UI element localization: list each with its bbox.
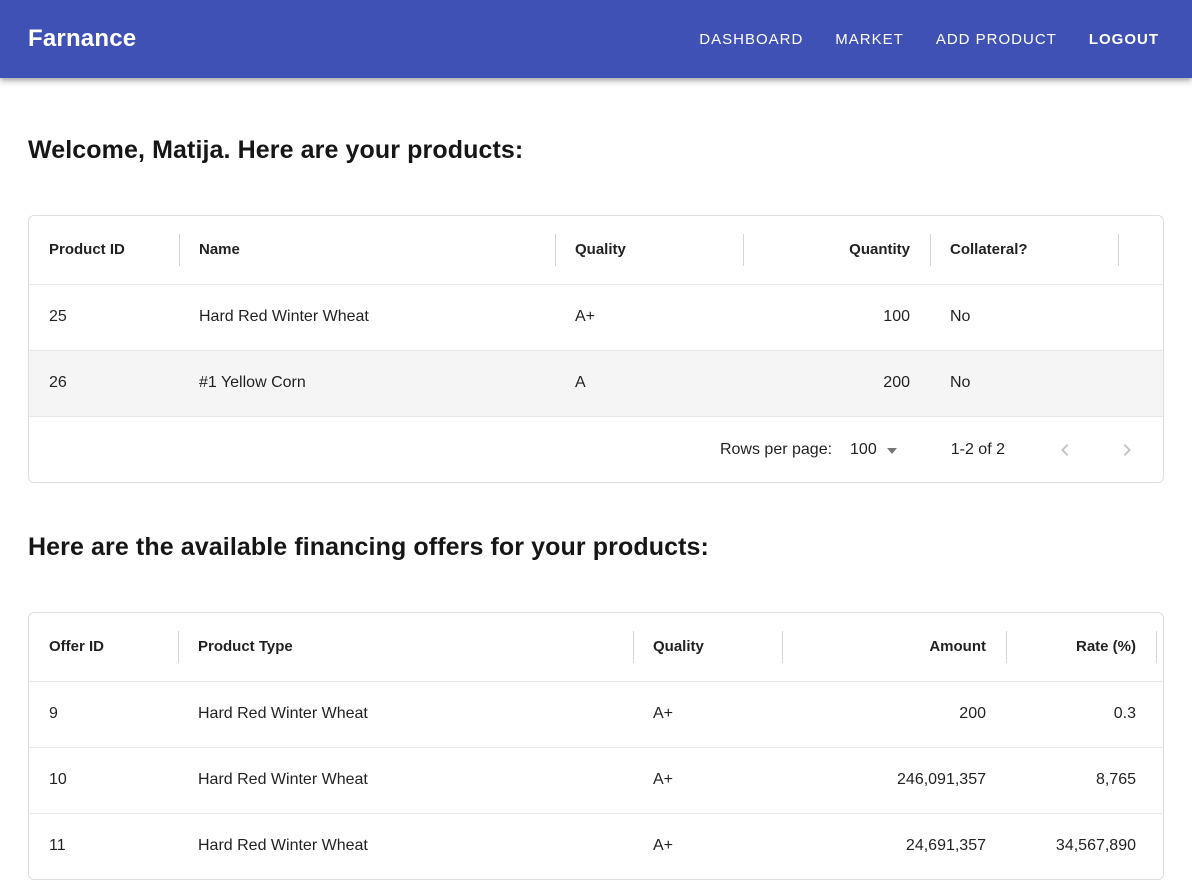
table-row: 26 #1 Yellow Corn A 200 No xyxy=(29,349,1163,416)
cell-quality: A+ xyxy=(633,746,782,813)
next-page-button[interactable] xyxy=(1109,432,1145,468)
table-row: 11 Hard Red Winter Wheat A+ 24,691,357 34,56… xyxy=(29,812,1163,879)
offers-header-row: Offer ID Product Type Quality Amount Rat… xyxy=(29,613,1163,681)
cell-spacer xyxy=(1118,283,1163,350)
cell-rate: 34,567,890 xyxy=(1006,812,1156,879)
column-header-amount[interactable]: Amount xyxy=(782,613,1006,681)
column-header-spacer xyxy=(1156,613,1163,681)
rows-per-page-label: Rows per page: xyxy=(719,440,833,458)
column-header-offer-id[interactable]: Offer ID xyxy=(49,638,105,656)
table-row: 10 Hard Red Winter Wheat A+ 246,091,357 8,76… xyxy=(29,746,1163,813)
table-row: 9 Hard Red Winter Wheat A+ 200 0.3 xyxy=(29,680,1163,747)
cell-quantity: 200 xyxy=(743,349,930,416)
cell-product-type: Hard Red Winter Wheat xyxy=(178,680,633,747)
cell-quality: A+ xyxy=(633,812,782,879)
cell-offer-id: 10 xyxy=(29,746,178,813)
cell-spacer xyxy=(1156,746,1163,813)
column-header-quantity[interactable]: Quantity xyxy=(743,216,930,284)
cell-spacer xyxy=(1118,349,1163,416)
column-header-spacer xyxy=(1118,216,1163,284)
cell-product-id: 26 xyxy=(29,349,179,416)
cell-spacer xyxy=(1156,812,1163,879)
nav-link-logout[interactable]: LOGOUT xyxy=(1088,30,1159,48)
offers-table: Offer ID Product Type Quality Amount Rat… xyxy=(29,613,1163,879)
cell-amount: 24,691,357 xyxy=(782,812,1006,879)
nav-link-add-product[interactable]: ADD PRODUCT xyxy=(935,30,1057,48)
cell-quantity: 100 xyxy=(743,283,930,350)
column-header-rate[interactable]: Rate (%) xyxy=(1006,613,1156,681)
cell-quality: A xyxy=(555,349,743,416)
products-table-card: Product ID Name Quality Quantity Collate… xyxy=(28,215,1164,483)
nav-link-dashboard[interactable]: DASHBOARD xyxy=(699,30,804,48)
cell-rate: 0.3 xyxy=(1006,680,1156,747)
column-header-product-type[interactable]: Product Type xyxy=(178,613,633,681)
products-table-pagination: Rows per page: 100 1-2 of 2 xyxy=(29,416,1163,482)
cell-amount: 200 xyxy=(782,680,1006,747)
cell-quality: A+ xyxy=(555,283,743,350)
cell-offer-id: 11 xyxy=(29,812,178,879)
cell-product-id: 25 xyxy=(29,283,179,350)
previous-page-button[interactable] xyxy=(1047,432,1083,468)
page-content: Welcome, Matija. Here are your products:… xyxy=(0,136,1192,880)
rows-per-page-select[interactable]: 100 xyxy=(850,441,897,459)
cell-product-type: Hard Red Winter Wheat xyxy=(178,746,633,813)
products-heading: Welcome, Matija. Here are your products: xyxy=(28,136,524,164)
cell-collateral: No xyxy=(930,283,1118,350)
chevron-left-icon xyxy=(1053,438,1077,462)
pagination-range-text: 1-2 of 2 xyxy=(950,440,1005,458)
column-header-product-id[interactable]: Product ID xyxy=(49,241,125,259)
cell-spacer xyxy=(1156,680,1163,747)
products-table: Product ID Name Quality Quantity Collate… xyxy=(29,216,1163,416)
cell-rate: 8,765 xyxy=(1006,746,1156,813)
nav-link-market[interactable]: MARKET xyxy=(835,30,904,48)
chevron-right-icon xyxy=(1115,438,1139,462)
rows-per-page-value: 100 xyxy=(850,440,877,458)
offers-table-card: Offer ID Product Type Quality Amount Rat… xyxy=(28,612,1164,880)
cell-offer-id: 9 xyxy=(29,680,178,747)
column-header-quality[interactable]: Quality xyxy=(633,613,782,681)
cell-quality: A+ xyxy=(633,680,782,747)
cell-name: #1 Yellow Corn xyxy=(179,349,555,416)
cell-product-type: Hard Red Winter Wheat xyxy=(178,812,633,879)
column-header-collateral[interactable]: Collateral? xyxy=(930,216,1118,284)
cell-name: Hard Red Winter Wheat xyxy=(179,283,555,350)
offers-heading: Here are the available financing offers … xyxy=(28,533,709,561)
cell-amount: 246,091,357 xyxy=(782,746,1006,813)
brand-logo[interactable]: Farnance xyxy=(28,25,137,52)
table-row: 25 Hard Red Winter Wheat A+ 100 No xyxy=(29,283,1163,350)
cell-collateral: No xyxy=(930,349,1118,416)
app-navbar: Farnance DASHBOARD MARKET ADD PRODUCT LO… xyxy=(0,0,1192,78)
dropdown-caret-icon xyxy=(886,447,897,454)
nav-links: DASHBOARD MARKET ADD PRODUCT LOGOUT xyxy=(699,31,1159,48)
column-header-quality[interactable]: Quality xyxy=(555,216,743,284)
column-header-name[interactable]: Name xyxy=(179,216,555,284)
products-header-row: Product ID Name Quality Quantity Collate… xyxy=(29,216,1163,284)
